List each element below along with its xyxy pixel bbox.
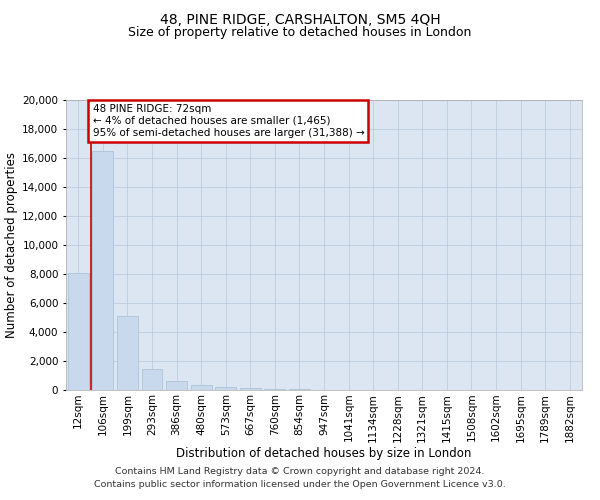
Bar bbox=[215, 387, 236, 390]
Bar bbox=[240, 388, 261, 390]
Bar bbox=[289, 389, 310, 390]
Bar bbox=[68, 274, 89, 390]
Y-axis label: Number of detached properties: Number of detached properties bbox=[5, 152, 18, 338]
Text: 48 PINE RIDGE: 72sqm
← 4% of detached houses are smaller (1,465)
95% of semi-det: 48 PINE RIDGE: 72sqm ← 4% of detached ho… bbox=[92, 104, 364, 138]
Text: Size of property relative to detached houses in London: Size of property relative to detached ho… bbox=[128, 26, 472, 39]
Text: Contains public sector information licensed under the Open Government Licence v3: Contains public sector information licen… bbox=[94, 480, 506, 489]
Bar bbox=[117, 316, 138, 390]
Bar bbox=[191, 385, 212, 390]
X-axis label: Distribution of detached houses by size in London: Distribution of detached houses by size … bbox=[176, 447, 472, 460]
Bar bbox=[166, 382, 187, 390]
Text: 48, PINE RIDGE, CARSHALTON, SM5 4QH: 48, PINE RIDGE, CARSHALTON, SM5 4QH bbox=[160, 12, 440, 26]
Bar bbox=[92, 151, 113, 390]
Bar bbox=[265, 389, 286, 390]
Bar bbox=[142, 368, 163, 390]
Text: Contains HM Land Registry data © Crown copyright and database right 2024.: Contains HM Land Registry data © Crown c… bbox=[115, 467, 485, 476]
